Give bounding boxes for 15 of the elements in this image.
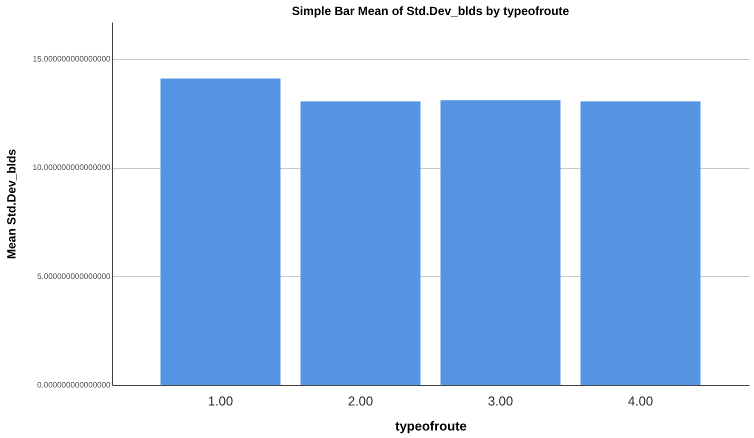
bar	[580, 101, 700, 385]
y-tick-label: 15.000000000000000	[32, 54, 112, 64]
x-tick-label: 3.00	[488, 394, 514, 408]
x-tick-label: 4.00	[628, 394, 654, 408]
x-axis-title: typeofroute	[395, 418, 467, 434]
x-tick-label: 2.00	[348, 394, 374, 408]
bar	[300, 101, 420, 385]
y-axis-title: Mean Std.Dev_blds	[4, 148, 19, 260]
x-tick-label: 1.00	[208, 394, 234, 408]
y-tick-label: 5.000000000000000	[37, 272, 112, 281]
y-tick-label: 0.000000000000000	[37, 380, 112, 390]
bar	[160, 78, 280, 385]
chart-title: Simple Bar Mean of Std.Dev_blds by typeofroute	[292, 4, 570, 18]
y-tick-label: 10.000000000000000	[32, 163, 112, 172]
bar	[440, 100, 560, 385]
